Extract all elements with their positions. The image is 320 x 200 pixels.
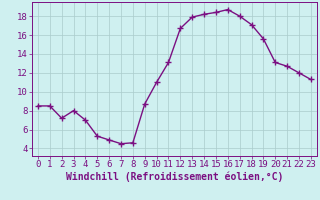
X-axis label: Windchill (Refroidissement éolien,°C): Windchill (Refroidissement éolien,°C)	[66, 172, 283, 182]
